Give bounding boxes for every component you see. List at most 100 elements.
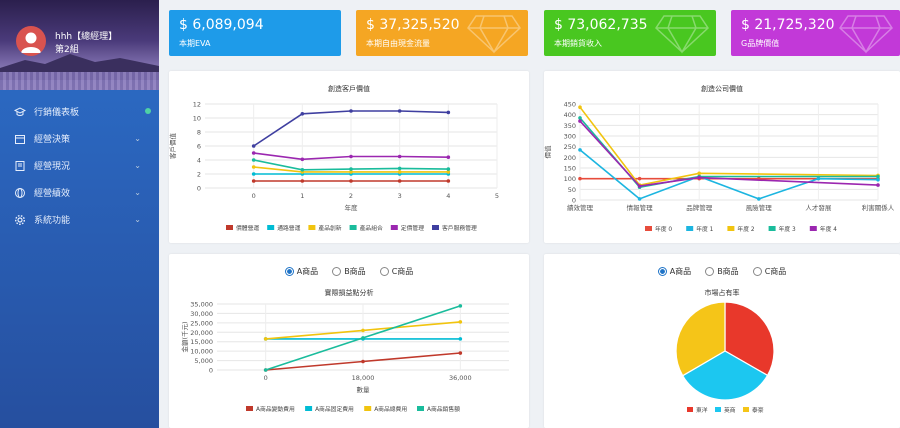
data-point: [458, 304, 463, 308]
sidebar-menu: 行銷儀表板 經營決策 ⌄ 經營現況 ⌄ 經營績效 ⌄: [0, 98, 159, 233]
stat-card-sales-revenue: $ 73,062,735 本期銷貨收入: [544, 10, 716, 56]
x-tick-label: 利害關係人: [862, 203, 895, 212]
data-point: [458, 320, 463, 324]
y-tick-label: 0: [209, 367, 213, 375]
radio-circle[interactable]: [657, 267, 667, 276]
market-share-card: A商品 B商品 C商品 市場占有率 東洋 英商 泰豪: [544, 254, 900, 428]
series-line: [579, 117, 878, 189]
y-tick-label: 200: [564, 154, 576, 162]
stat-value: $ 37,325,520: [366, 17, 460, 33]
product-radio-group: A商品 B商品 C商品: [169, 266, 529, 277]
data-point: [349, 167, 353, 171]
legend-swatch: [432, 225, 439, 230]
legend-label: 客戶服務管理: [442, 224, 477, 232]
data-point: [446, 155, 451, 159]
legend-swatch: [417, 406, 424, 411]
avatar[interactable]: [16, 26, 46, 56]
lavender-field: [0, 72, 159, 90]
radio-circle[interactable]: [705, 267, 715, 276]
y-tick-label: 0: [197, 185, 201, 193]
stat-label: 本期銷貨收入: [554, 39, 602, 48]
legend-label: 產品組合: [360, 224, 383, 232]
diamond-icon: [467, 15, 521, 54]
sidebar-item-marketing-dashboard[interactable]: 行銷儀表板: [0, 98, 159, 125]
x-tick-label: 0: [252, 192, 256, 200]
graduation-cap-icon: [14, 106, 26, 118]
data-point: [458, 351, 463, 355]
stat-value: $ 73,062,735: [554, 17, 648, 33]
x-tick-label: 2: [349, 192, 353, 200]
sidebar: hhh【總經理】 第2組 行銷儀表板 經營決策 ⌄ 經營現況 ⌄: [0, 0, 159, 428]
x-tick-label: 績效管理: [567, 203, 594, 212]
legend-label: 價體營運: [236, 224, 259, 232]
x-tick-label: 0: [264, 374, 268, 382]
gear-icon: [14, 214, 26, 226]
legend-label: 年度 1: [696, 225, 713, 233]
radio-label: A商品: [669, 267, 692, 276]
pie-slice: [675, 301, 726, 377]
data-point: [578, 119, 582, 123]
y-tick-label: 35,000: [190, 301, 213, 309]
data-point: [300, 168, 305, 172]
legend-label: A商品總費用: [374, 405, 407, 413]
x-tick-label: 3: [398, 192, 402, 200]
diamond-icon: [655, 15, 709, 54]
radio-label: B商品: [717, 267, 739, 276]
data-point: [578, 176, 582, 181]
data-point: [578, 116, 582, 120]
data-point: [361, 336, 365, 340]
data-point: [637, 184, 642, 188]
data-point: [349, 170, 353, 174]
data-point: [300, 112, 305, 116]
stat-value: $ 21,725,320: [741, 17, 835, 33]
x-tick-label: 人才發展: [805, 203, 832, 212]
y-tick-label: 30,000: [190, 310, 213, 318]
data-point: [876, 183, 880, 187]
sidebar-item-system-functions[interactable]: 系統功能 ⌄: [0, 206, 159, 233]
data-point: [361, 328, 365, 333]
product-radio-group: A商品 B商品 C商品: [544, 266, 900, 277]
data-point: [251, 144, 256, 148]
radio-label: C商品: [764, 267, 787, 276]
radio-product-c[interactable]: C商品: [752, 266, 787, 277]
x-tick-label: 5: [495, 192, 499, 200]
y-tick-label: 8: [197, 129, 201, 137]
profile-banner: hhh【總經理】 第2組: [0, 0, 159, 90]
y-tick-label: 15,000: [190, 338, 213, 346]
data-point: [697, 171, 701, 176]
radio-circle[interactable]: [284, 267, 294, 276]
data-point: [397, 154, 402, 159]
legend-swatch: [768, 226, 776, 231]
legend-swatch: [364, 406, 372, 411]
chevron-down-icon: ⌄: [134, 134, 141, 143]
y-tick-label: 6: [197, 143, 201, 151]
radio-product-a[interactable]: A商品: [657, 266, 692, 277]
active-indicator-dot: [145, 108, 151, 114]
radio-circle[interactable]: [379, 267, 389, 276]
calendar-icon: [14, 133, 26, 145]
data-point: [876, 174, 880, 179]
stat-card-free-cash-flow: $ 37,325,520 本期自由現金流量: [356, 10, 528, 56]
radio-circle[interactable]: [752, 267, 762, 276]
sidebar-item-label: 行銷儀表板: [34, 108, 80, 118]
sidebar-item-business-decisions[interactable]: 經營決策 ⌄: [0, 125, 159, 152]
sidebar-item-business-performance[interactable]: 經營績效 ⌄: [0, 179, 159, 206]
x-tick-label: 情報管理: [627, 203, 654, 212]
series-line: [579, 106, 879, 186]
radio-circle[interactable]: [332, 267, 342, 276]
market-share-pie-chart: 東洋 英商 泰豪: [675, 301, 775, 414]
sidebar-item-business-status[interactable]: 經營現況 ⌄: [0, 152, 159, 179]
radio-product-a[interactable]: A商品: [284, 266, 318, 277]
radio-label: B商品: [344, 267, 366, 276]
radio-product-b[interactable]: B商品: [705, 266, 739, 277]
y-tick-label: 5,000: [194, 357, 213, 365]
legend-label: 泰豪: [752, 406, 764, 414]
x-tick-label: 風險管理: [746, 203, 773, 212]
radio-product-b[interactable]: B商品: [332, 266, 366, 277]
data-point: [300, 157, 305, 162]
data-point: [397, 170, 402, 174]
stat-label: 本期自由現金流量: [366, 39, 430, 48]
legend-label: A商品固定費用: [315, 405, 354, 413]
radio-product-c[interactable]: C商品: [379, 266, 413, 277]
